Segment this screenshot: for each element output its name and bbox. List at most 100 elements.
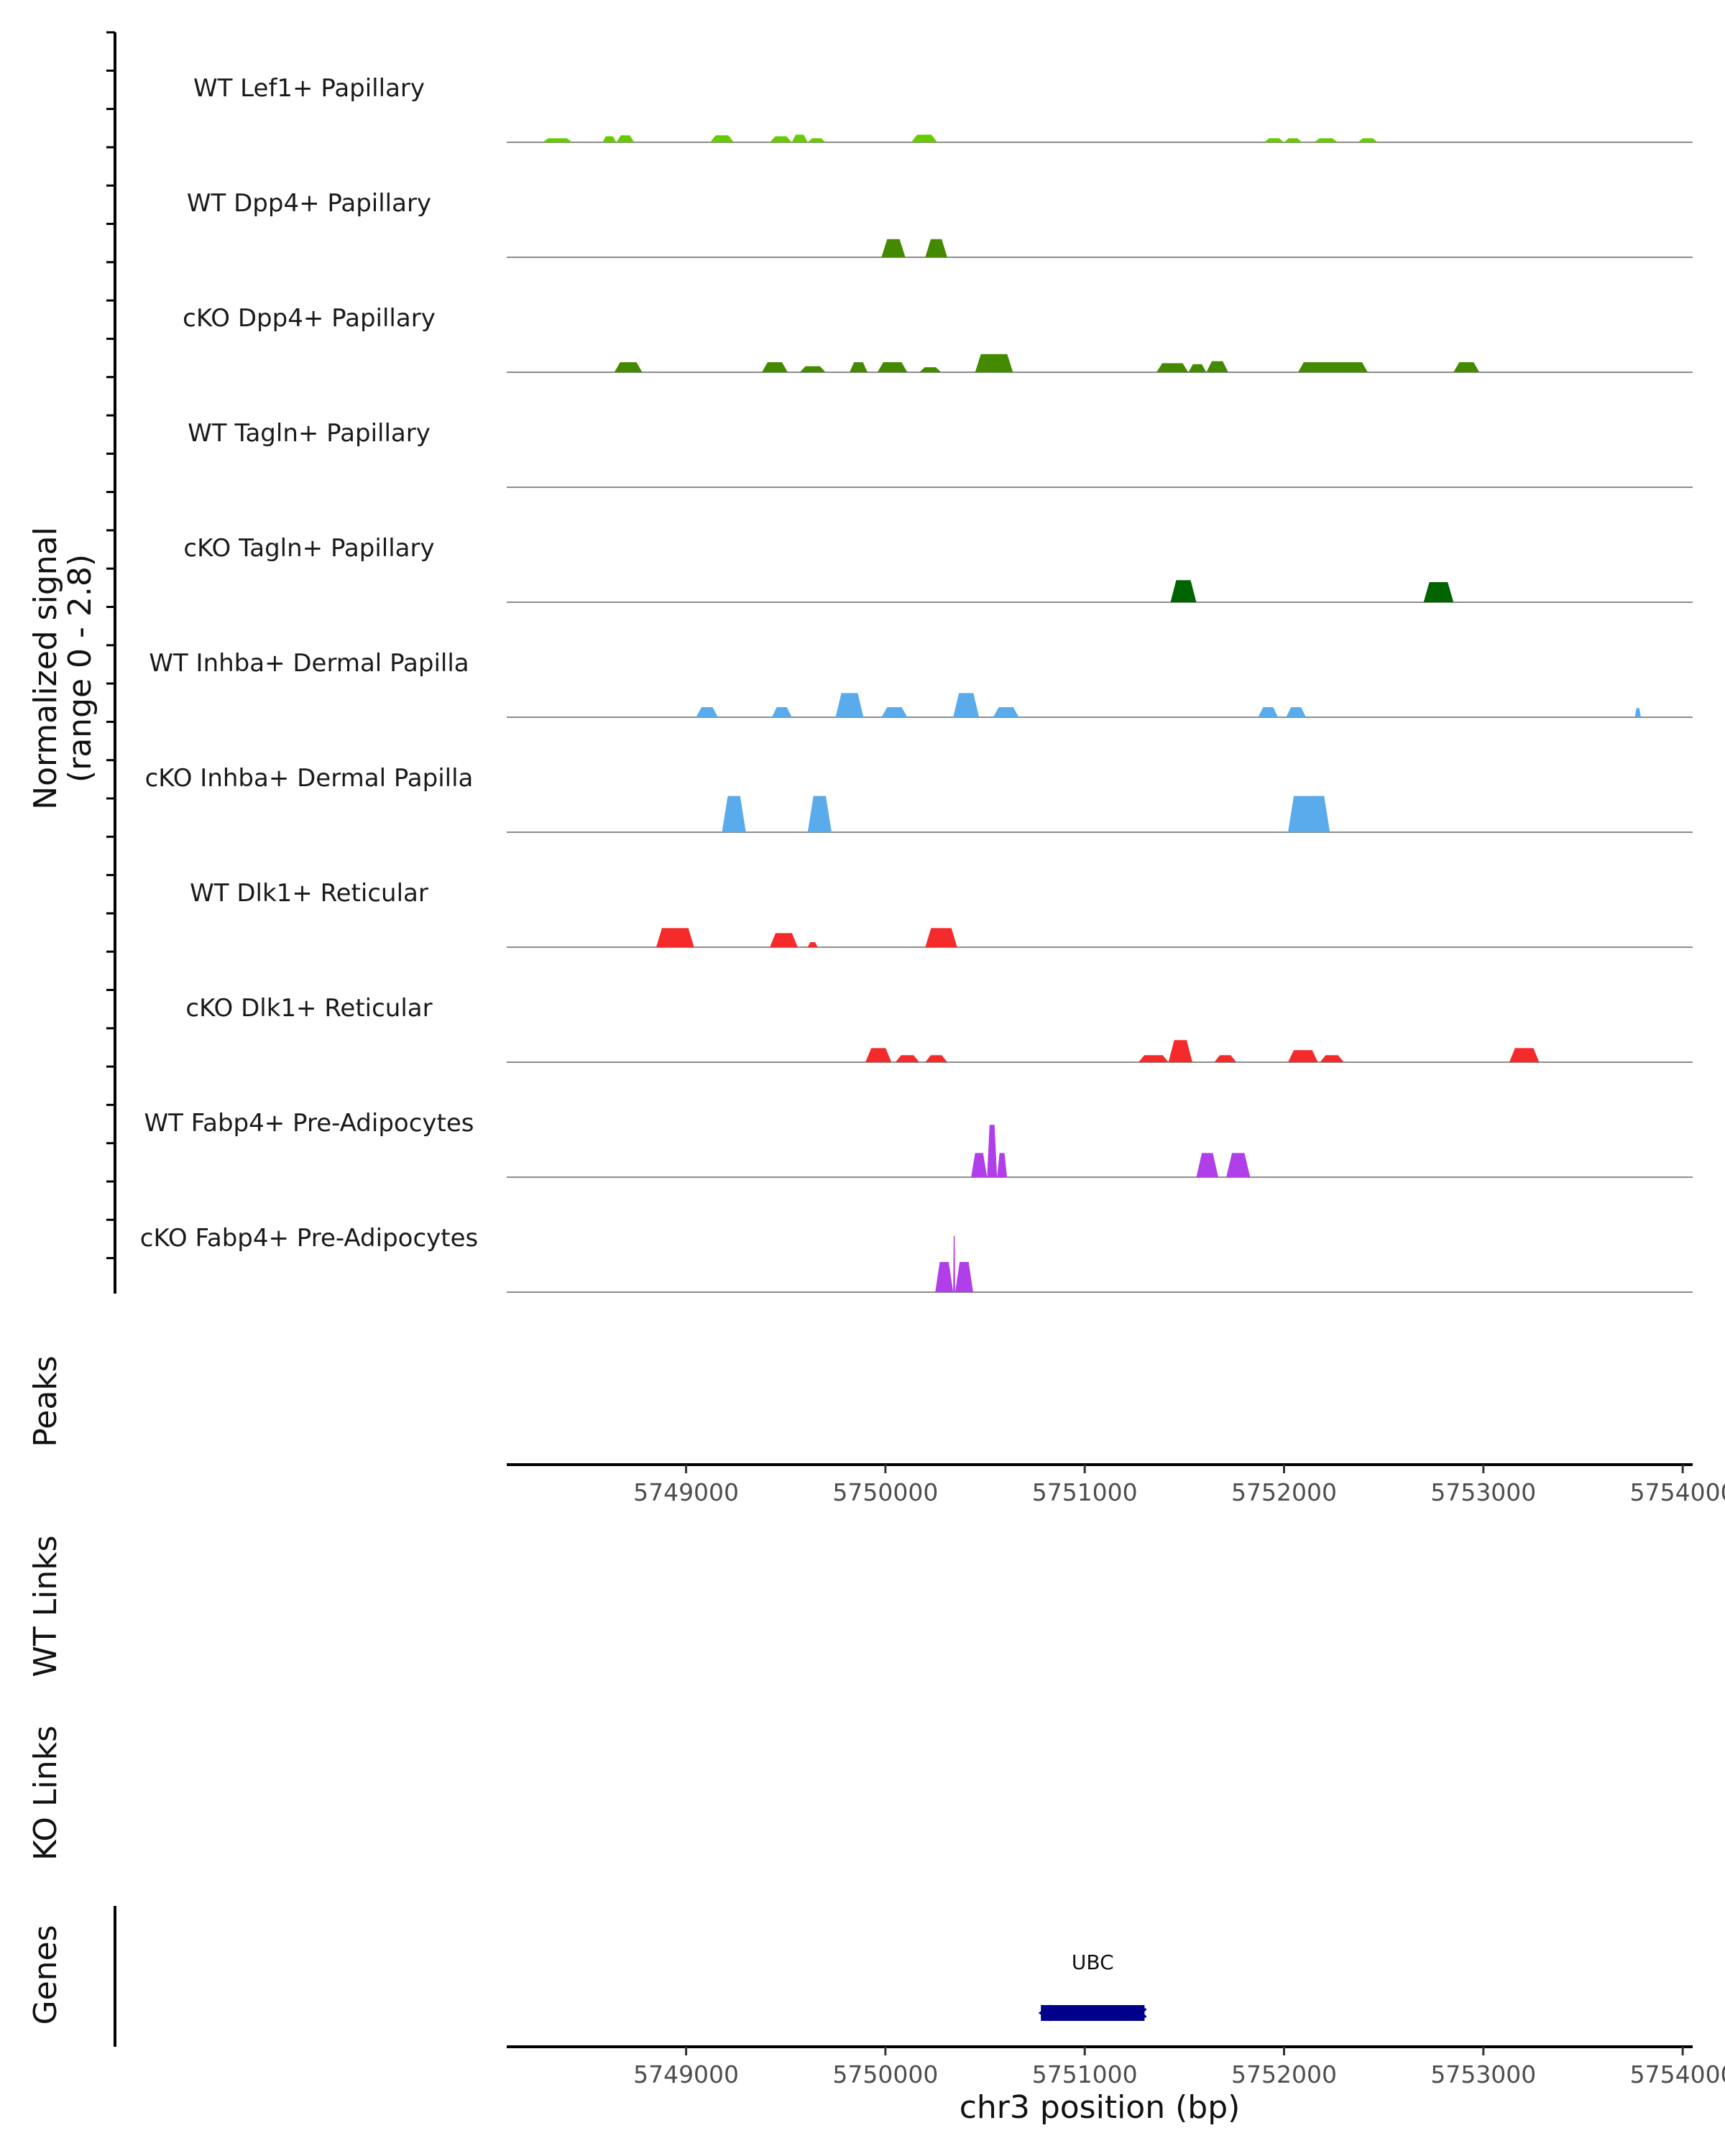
track-label: WT Dpp4+ Papillary <box>187 189 431 218</box>
signal-peak <box>1156 363 1189 372</box>
signal-peak <box>1453 362 1480 372</box>
track-4: WT Tagln+ Papillary <box>188 419 1693 488</box>
track-3: cKO Dpp4+ Papillary <box>183 304 1693 373</box>
ko-links-panel-label: KO Links <box>27 1726 64 1861</box>
signal-peak <box>616 135 635 142</box>
x-axis-top-tick-label: 5750000 <box>832 1478 938 1506</box>
signal-peak <box>602 136 617 142</box>
gene-strand-arrow <box>1038 2004 1052 2022</box>
peaks-panel-label: Peaks <box>27 1355 64 1447</box>
track-9: cKO Dlk1+ Reticular <box>185 994 1693 1063</box>
gene-end-marker <box>1140 2007 1147 2019</box>
track-2: WT Dpp4+ Papillary <box>187 189 1693 258</box>
signal-peak <box>881 707 908 717</box>
track-label: WT Fabp4+ Pre-Adipocytes <box>144 1109 474 1138</box>
track-10: WT Fabp4+ Pre-Adipocytes <box>144 1109 1693 1178</box>
signal-peak <box>895 1055 920 1062</box>
signal-peak <box>1138 1055 1169 1062</box>
signal-peak <box>1286 707 1307 717</box>
signal-peak <box>1634 708 1641 717</box>
signal-peak <box>1214 1055 1236 1062</box>
signal-axis-ticks <box>106 31 115 1260</box>
genes-panel-label: Genes <box>27 1925 64 2024</box>
signal-peak <box>1188 364 1207 372</box>
track-label: cKO Inhba+ Dermal Papilla <box>145 764 474 793</box>
signal-peak <box>1509 1048 1540 1062</box>
signal-peak <box>656 928 694 947</box>
signal-peak <box>1206 361 1228 372</box>
signal-peak <box>1288 796 1330 832</box>
track-label: WT Lef1+ Papillary <box>193 74 425 103</box>
track-label: cKO Dlk1+ Reticular <box>185 994 432 1023</box>
signal-peak <box>925 928 957 947</box>
signal-peak <box>1196 1153 1218 1177</box>
signal-peak <box>770 933 798 947</box>
signal-peak <box>953 1235 955 1292</box>
track-8: WT Dlk1+ Reticular <box>190 879 1693 948</box>
signal-peak <box>1423 582 1454 602</box>
signal-peak <box>722 796 746 832</box>
signal-peak <box>987 1125 998 1177</box>
track-label: cKO Tagln+ Papillary <box>183 534 434 563</box>
signal-peak <box>1297 362 1368 372</box>
signal-peak <box>614 362 643 372</box>
track-7: cKO Inhba+ Dermal Papilla <box>145 764 1693 833</box>
wt-links-panel-label: WT Links <box>27 1535 64 1677</box>
x-axis-top-tick-label: 5754000 <box>1630 1478 1725 1506</box>
track-label: WT Dlk1+ Reticular <box>190 879 428 908</box>
gene-track: UBC <box>1038 1950 1147 2022</box>
x-axis-bottom-tick-label: 5750000 <box>832 2060 938 2088</box>
signal-peak <box>925 239 947 257</box>
signal-peak <box>1258 707 1279 717</box>
track-11: cKO Fabp4+ Pre-Adipocytes <box>140 1224 1693 1293</box>
signal-peak <box>807 138 826 142</box>
signal-peak <box>807 942 818 947</box>
signal-peak <box>807 796 832 832</box>
y-axis-title: Normalized signal <box>27 527 64 810</box>
signal-peak <box>696 707 718 717</box>
signal-peak <box>799 366 826 372</box>
x-axis-top-tick-label: 5753000 <box>1430 1478 1536 1506</box>
gene-label: UBC <box>1072 1950 1114 1974</box>
x-axis-top-tick-label: 5751000 <box>1032 1478 1138 1506</box>
signal-peak <box>953 693 980 717</box>
signal-peak <box>935 1262 954 1292</box>
coverage-tracks: WT Lef1+ Papillary WT Dpp4+ Papillary cKO … <box>140 74 1693 1293</box>
signal-peak <box>997 1153 1008 1177</box>
x-axis-top-tick-label: 5749000 <box>633 1478 739 1506</box>
signal-peak <box>1168 1040 1192 1062</box>
signal-peak <box>911 134 937 142</box>
x-axis-top-ticks: 5749000 5750000 5751000 5752000 5753000 57540… <box>633 1465 1725 1506</box>
signal-peak <box>919 367 942 372</box>
signal-peak <box>1226 1153 1251 1177</box>
signal-peak <box>1320 1055 1344 1062</box>
signal-peak <box>975 354 1013 372</box>
signal-peak <box>770 136 792 142</box>
y-axis-range: (range 0 - 2.8) <box>62 554 98 783</box>
x-axis-bottom-tick-label: 5751000 <box>1032 2060 1138 2088</box>
signal-peak <box>709 135 735 142</box>
signal-peak <box>1358 138 1378 142</box>
x-axis-title: chr3 position (bp) <box>960 2089 1241 2126</box>
track-label: cKO Dpp4+ Papillary <box>183 304 436 333</box>
x-axis-bottom-tick-label: 5754000 <box>1630 2060 1725 2088</box>
track-label: cKO Fabp4+ Pre-Adipocytes <box>140 1224 479 1253</box>
signal-peak <box>791 134 808 142</box>
signal-peak <box>925 1055 947 1062</box>
signal-peak <box>1170 580 1197 602</box>
signal-peak <box>1284 138 1302 142</box>
signal-peak <box>865 1048 892 1062</box>
track-5: cKO Tagln+ Papillary <box>183 534 1693 603</box>
signal-peak <box>761 362 788 372</box>
signal-peak <box>1264 138 1284 142</box>
x-axis-top-tick-label: 5752000 <box>1231 1478 1337 1506</box>
signal-peak <box>1288 1050 1318 1062</box>
track-1: WT Lef1+ Papillary <box>193 74 1693 143</box>
signal-peak <box>954 1262 973 1292</box>
signal-peak <box>877 362 908 372</box>
signal-peak <box>971 1153 988 1177</box>
signal-peak <box>849 362 868 372</box>
signal-peak <box>993 707 1019 717</box>
gene-body <box>1041 2005 1145 2021</box>
x-axis-bottom-tick-label: 5749000 <box>633 2060 739 2088</box>
